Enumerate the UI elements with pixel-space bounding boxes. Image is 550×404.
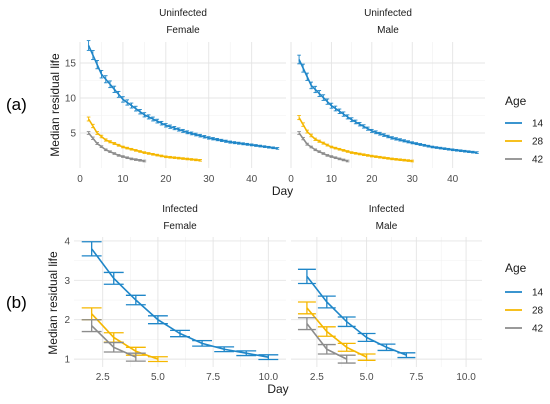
facet-1: 2.5 5.0 7.5 10.0 Infected Male	[291, 204, 482, 383]
series-line-42	[87, 132, 145, 162]
legend-label-28: 28	[532, 306, 544, 317]
strip-label-top: Infected	[369, 204, 405, 215]
y-tick-label: 1	[64, 355, 70, 366]
x-tick-label: 10.0	[456, 372, 476, 383]
legend-label-14: 14	[532, 288, 544, 299]
x-tick-label: 10	[326, 174, 338, 185]
legend-label-14: 14	[532, 119, 544, 130]
strip-label-sub: Male	[377, 25, 399, 36]
series-42	[81, 319, 146, 362]
y-tick-label: 10	[65, 94, 77, 105]
y-tick-label: 3	[64, 276, 70, 287]
x-tick-label: 10	[117, 174, 129, 185]
x-tick-label: 5.0	[360, 372, 374, 383]
y-axis-label: Median residual life	[46, 251, 60, 355]
x-tick-label: 0	[288, 174, 294, 185]
chart-infected: 2.5 5.0 7.5 10.0 Infected Female 2.5 5.0 7.5 10.0…	[46, 204, 544, 396]
x-tick-label: 20	[160, 174, 172, 185]
strip-label-top: Uninfected	[364, 8, 412, 19]
legend-label-42: 42	[532, 324, 544, 335]
y-tick-label: 15	[65, 59, 77, 70]
legend-title: Age	[505, 94, 527, 108]
series-line-28	[306, 307, 367, 358]
series-14	[297, 54, 479, 154]
legend-label-28: 28	[532, 137, 544, 148]
series-42	[297, 131, 350, 163]
x-tick-label: 30	[407, 174, 419, 185]
legend: Age 14 28 42	[505, 261, 544, 335]
x-axis-label: Day	[267, 382, 288, 396]
series-14	[297, 268, 416, 359]
series-28	[297, 115, 415, 163]
series-14	[81, 241, 279, 361]
strip-label-sub: Female	[166, 25, 200, 36]
facet-panel	[74, 237, 286, 367]
facet-0: 0 10 20 30 40 Uninfected Female	[77, 8, 286, 185]
series-line-28	[91, 313, 159, 360]
facet-panel	[80, 42, 286, 168]
y-tick-label: 2	[64, 315, 70, 326]
x-tick-label: 30	[203, 174, 215, 185]
x-tick-label: 0	[77, 174, 83, 185]
x-tick-label: 40	[447, 174, 459, 185]
legend-label-42: 42	[532, 155, 544, 166]
strip-label-top: Infected	[162, 204, 198, 215]
strip-label-sub: Male	[376, 221, 398, 232]
chart-uninfected: 0 10 20 30 40 Uninfected Female 0 10 20 30 40 Uninfe…	[48, 8, 544, 198]
strip-label-top: Uninfected	[159, 8, 207, 19]
y-tick-label: 4	[64, 236, 70, 247]
panel-label-b: (b)	[6, 293, 27, 312]
legend-title: Age	[505, 261, 527, 275]
strip-label-sub: Female	[163, 221, 197, 232]
facet-0: 2.5 5.0 7.5 10.0 Infected Female	[74, 204, 286, 383]
x-axis-label: Day	[272, 184, 293, 198]
y-axis-label: Median residual life	[48, 53, 62, 157]
series-14	[86, 40, 280, 150]
panel-label-a: (a)	[6, 95, 27, 114]
facet-1: 0 10 20 30 40 Uninfected Male	[288, 8, 485, 185]
y-tick-label: 5	[70, 129, 76, 140]
x-tick-label: 2.5	[310, 372, 324, 383]
x-tick-label: 5.0	[151, 372, 165, 383]
series-42	[297, 317, 356, 364]
x-tick-label: 2.5	[96, 372, 110, 383]
x-tick-label: 7.5	[409, 372, 423, 383]
series-line-14	[306, 275, 407, 356]
legend: Age 14 28 42	[505, 94, 544, 166]
series-42	[86, 131, 147, 163]
x-tick-label: 40	[246, 174, 258, 185]
x-tick-label: 10.0	[259, 372, 279, 383]
x-tick-label: 20	[366, 174, 378, 185]
x-tick-label: 7.5	[206, 372, 220, 383]
series-28	[86, 116, 202, 162]
series-28	[297, 301, 376, 361]
